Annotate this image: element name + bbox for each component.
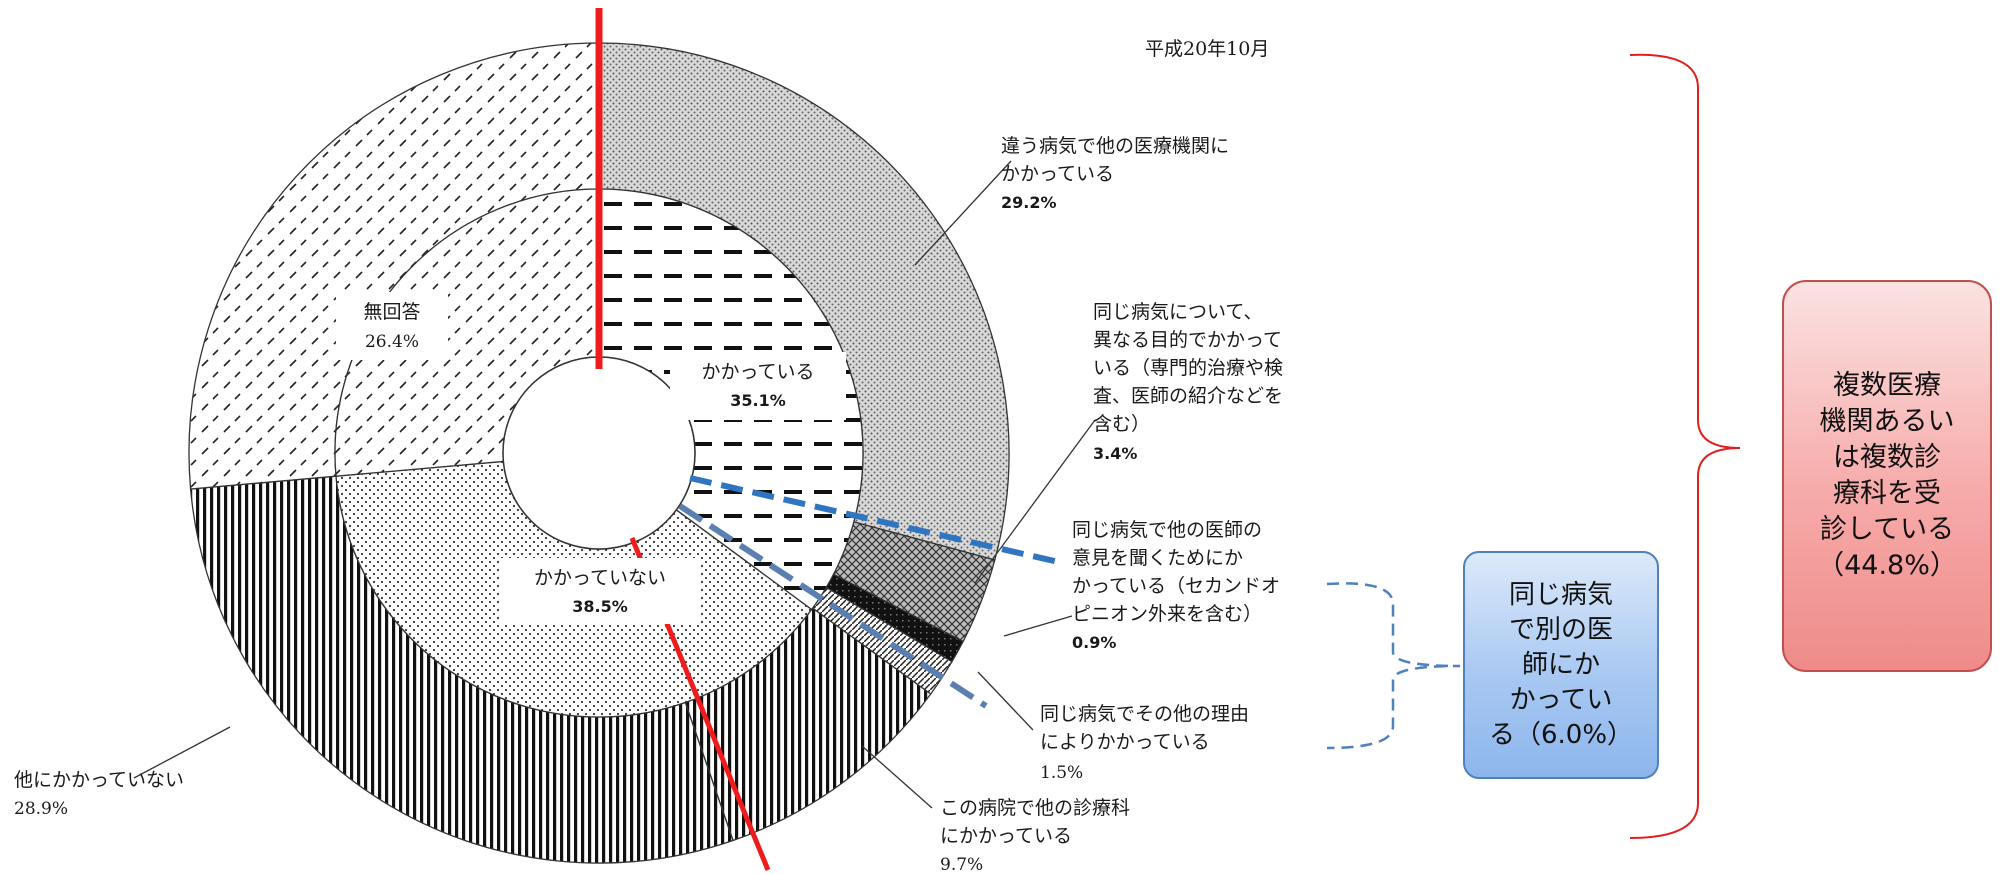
- svg-text:0.9%: 0.9%: [1072, 633, 1116, 652]
- svg-text:1.5%: 1.5%: [1040, 763, 1083, 783]
- leader-line-chigau: [914, 160, 1012, 266]
- date-label: 平成20年10月: [1145, 38, 1269, 60]
- svg-text:意見を聞くためにか: 意見を聞くためにか: [1072, 547, 1243, 569]
- svg-text:同じ病気について、: 同じ病気について、: [1093, 301, 1262, 323]
- svg-text:かっている（セカンドオ: かっている（セカンドオ: [1072, 575, 1280, 597]
- outer-label-second-opinion: 同じ病気で他の医師の 意見を聞くためにか かっている（セカンドオ ピニオン外来を…: [1072, 519, 1280, 652]
- svg-text:9.7%: 9.7%: [940, 855, 983, 874]
- svg-text:査、医師の紹介などを: 査、医師の紹介などを: [1093, 385, 1283, 407]
- outer-label-onaji-mokuteki: 同じ病気について、 異なる目的でかかって いる（専門的治療や検 査、医師の紹介な…: [1093, 301, 1283, 463]
- outer-ring: [188, 42, 1010, 864]
- svg-text:28.9%: 28.9%: [14, 799, 68, 819]
- label-bg-kakatteinai: [500, 558, 700, 624]
- svg-text:3.4%: 3.4%: [1093, 444, 1137, 463]
- leader-line-shinryoka: [861, 745, 933, 809]
- inner-value-kakatteiru: 35.1%: [730, 391, 786, 410]
- svg-text:含む）: 含む）: [1093, 413, 1150, 435]
- svg-text:29.2%: 29.2%: [1001, 193, 1057, 212]
- inner-label-kakatteiru: かかっている: [701, 361, 814, 383]
- outer-label-shinryoka: この病院で他の診療科 にかかっている 9.7%: [940, 797, 1130, 874]
- svg-text:にかかっている: にかかっている: [940, 825, 1072, 847]
- outer-label-hoka-nashi: 他にかかっていない 28.9%: [14, 769, 184, 819]
- inner-value-mukaito: 26.4%: [365, 332, 419, 352]
- red-bracket: [1629, 53, 1741, 839]
- blue-marker-lower: [678, 503, 988, 709]
- outer-label-chigau: 違う病気で他の医療機関に かかっている 29.2%: [1001, 135, 1229, 212]
- label-bg-mukaito: [336, 292, 448, 360]
- leader-lines: [133, 160, 1096, 809]
- donut-hole: [502, 356, 696, 550]
- blue-dashed-bracket: [1326, 582, 1461, 750]
- leader-line-hoka-nashi: [133, 726, 231, 779]
- inner-label-kakatteinai: かかっていない: [534, 567, 666, 589]
- svg-text:違う病気で他の医療機関に: 違う病気で他の医療機関に: [1001, 135, 1229, 157]
- inner-label-mukaito: 無回答: [363, 301, 420, 323]
- callout-multiple-institutions: 複数医療 機関あるい は複数診 療科を受 診している （44.8%）: [1782, 280, 1992, 672]
- svg-text:同じ病気で他の医師の: 同じ病気で他の医師の: [1072, 519, 1262, 541]
- svg-text:ピニオン外来を含む）: ピニオン外来を含む）: [1072, 603, 1262, 625]
- outer-label-sonota: 同じ病気でその他の理由 によりかかっている 1.5%: [1040, 703, 1249, 783]
- svg-text:かかっている: かかっている: [1001, 163, 1114, 185]
- leader-line-onaji-mokuteki: [974, 419, 1096, 584]
- svg-text:異なる目的でかかって: 異なる目的でかかって: [1093, 329, 1282, 351]
- svg-text:によりかかっている: によりかかっている: [1040, 731, 1210, 753]
- svg-text:同じ病気でその他の理由: 同じ病気でその他の理由: [1040, 703, 1249, 725]
- leader-line-sonota: [977, 671, 1034, 731]
- svg-text:他にかかっていない: 他にかかっていない: [14, 769, 184, 791]
- leader-line-second-opinion: [1003, 615, 1073, 637]
- callout-same-illness-other-doctor: 同じ病気 で別の医 師にか かってい る（6.0%）: [1463, 551, 1659, 779]
- svg-text:いる（専門的治療や検: いる（専門的治療や検: [1093, 357, 1283, 379]
- svg-text:この病院で他の診療科: この病院で他の診療科: [940, 797, 1130, 819]
- label-bg-kakatteiru: [670, 352, 846, 420]
- inner-value-kakatteinai: 38.5%: [572, 597, 628, 616]
